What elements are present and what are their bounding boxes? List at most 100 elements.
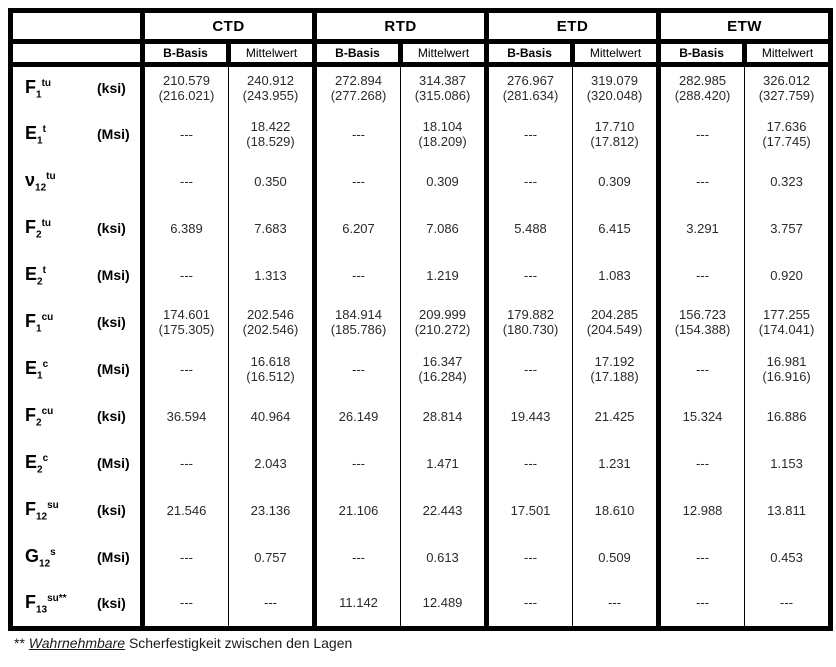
value-cell: --- [312,346,401,394]
property-symbol: F1cu [25,310,54,335]
value-cell: 184.914 (185.786) [312,299,401,347]
value-cell: 21.546 [166,502,207,518]
corner-cell [8,8,145,44]
value-cell: 13.811 [744,487,831,535]
property-symbol: F1tu [25,77,52,101]
value-cell: --- [312,111,401,159]
value-cell: --- [572,581,659,629]
value-cell: 240.912 (243.955) [227,64,315,112]
value-cell: --- [744,581,831,629]
table-row: E1t (Msi) --- 18.422 (18.529) --- 18.104 … [10,111,831,159]
value-cell: 18.610 [572,487,659,535]
value-cell: 36.594 [166,408,207,424]
value-cell: --- [484,346,573,394]
value-cell: 156.723 (154.388) [656,299,745,347]
value-cell: 282.985 (288.420) [656,64,745,112]
subheader-mittelwert: Mittelwert [742,39,834,67]
property-symbol: F12su [25,498,59,523]
condition-header-row: CTD RTD ETD ETW [8,8,834,44]
value-cell: 17.501 [484,487,573,535]
footnote-text: Scherfestigkeit zwischen den Lagen [128,635,353,651]
property-symbol: E2c [25,451,49,476]
value-cell: 6.207 [312,205,401,253]
table-row: G12s (Msi) --- 0.757 --- 0.613 --- 0.509 … [10,534,831,582]
value-cell: 28.814 [400,393,487,441]
property-unit: (ksi) [97,313,126,330]
value-cell: 0.509 [572,534,659,582]
value-cell: --- [656,534,745,582]
subheader-mittelwert: Mittelwert [225,39,318,67]
subheader-b-basis: B-Basis [140,39,231,67]
value-cell: 12.489 [400,581,487,629]
value-cell: 19.443 [484,393,573,441]
value-cell: 7.086 [400,205,487,253]
property-symbol: ν12tu [25,169,56,194]
property-unit: (ksi) [97,594,126,611]
value-cell: --- [656,440,745,488]
value-cell: 179.882 (180.730) [484,299,573,347]
value-cell: 21.425 [572,393,659,441]
value-cell: 210.579 (216.021) [158,73,215,104]
row-label: F2cu (ksi) [10,393,145,441]
value-cell: --- [656,346,745,394]
property-unit: (ksi) [97,219,126,236]
value-cell: 2.043 [227,440,315,488]
value-cell: --- [227,581,315,629]
value-cell: --- [484,440,573,488]
value-cell: 7.683 [227,205,315,253]
value-cell: --- [180,549,193,565]
corner-cell [8,39,145,67]
table-row: F1tu (ksi) 210.579 (216.021) 240.912 (243… [10,64,831,112]
column-group-rtd: RTD [312,8,490,44]
row-label: G12s (Msi) [10,534,145,582]
row-label: E1t (Msi) [10,111,145,159]
material-properties-table: CTD RTD ETD ETW B-Basis Mittelwert B-Bas… [8,8,834,631]
value-cell: 17.636 (17.745) [744,111,831,159]
row-label: E2t (Msi) [10,252,145,300]
value-cell: 6.415 [572,205,659,253]
property-unit: (Msi) [97,360,130,377]
value-cell: 16.981 (16.916) [744,346,831,394]
table-body: F1tu (ksi) 210.579 (216.021) 240.912 (243… [10,64,831,629]
value-cell: 0.323 [744,158,831,206]
value-cell: 26.149 [312,393,401,441]
value-cell: --- [484,252,573,300]
value-cell: 276.967 (281.634) [484,64,573,112]
table-row: F2cu (ksi) 36.594 40.964 26.149 28.814 19… [10,393,831,441]
value-cell: 11.142 [312,581,401,629]
value-cell: 177.255 (174.041) [744,299,831,347]
value-cell: 17.710 (17.812) [572,111,659,159]
value-cell: --- [180,595,193,611]
property-unit: (Msi) [97,266,130,283]
value-cell: 16.347 (16.284) [400,346,487,394]
page: CTD RTD ETD ETW B-Basis Mittelwert B-Bas… [8,8,836,651]
property-symbol: E1t [25,122,46,147]
value-cell: --- [180,267,193,283]
footnote-emphasis: Wahrnehmbare [28,635,126,651]
value-cell: --- [312,158,401,206]
footnote: ** Wahrnehmbare Scherfestigkeit zwischen… [14,635,836,651]
value-cell: 174.601 (175.305) [158,307,215,337]
subheader-mittelwert: Mittelwert [570,39,662,67]
row-label: F12su (ksi) [10,487,145,535]
value-cell: 1.471 [400,440,487,488]
column-group-etw: ETW [656,8,834,44]
value-cell: --- [656,252,745,300]
property-unit: (ksi) [97,407,126,424]
value-cell: 0.920 [744,252,831,300]
property-unit: (Msi) [97,125,130,142]
subheader-b-basis: B-Basis [656,39,748,67]
property-unit: (ksi) [97,501,126,518]
value-cell: --- [484,111,573,159]
value-cell: 1.313 [227,252,315,300]
row-label: ν12tu [10,158,145,206]
value-cell: --- [180,361,193,377]
value-cell: 3.757 [744,205,831,253]
value-cell: 40.964 [227,393,315,441]
value-cell: 16.618 (16.512) [227,346,315,394]
value-cell: 209.999 (210.272) [400,299,487,347]
value-cell: 16.886 [744,393,831,441]
value-cell: 1.083 [572,252,659,300]
table-row: F2tu (ksi) 6.389 7.683 6.207 7.086 5.488 … [10,205,831,253]
value-cell: 17.192 (17.188) [572,346,659,394]
